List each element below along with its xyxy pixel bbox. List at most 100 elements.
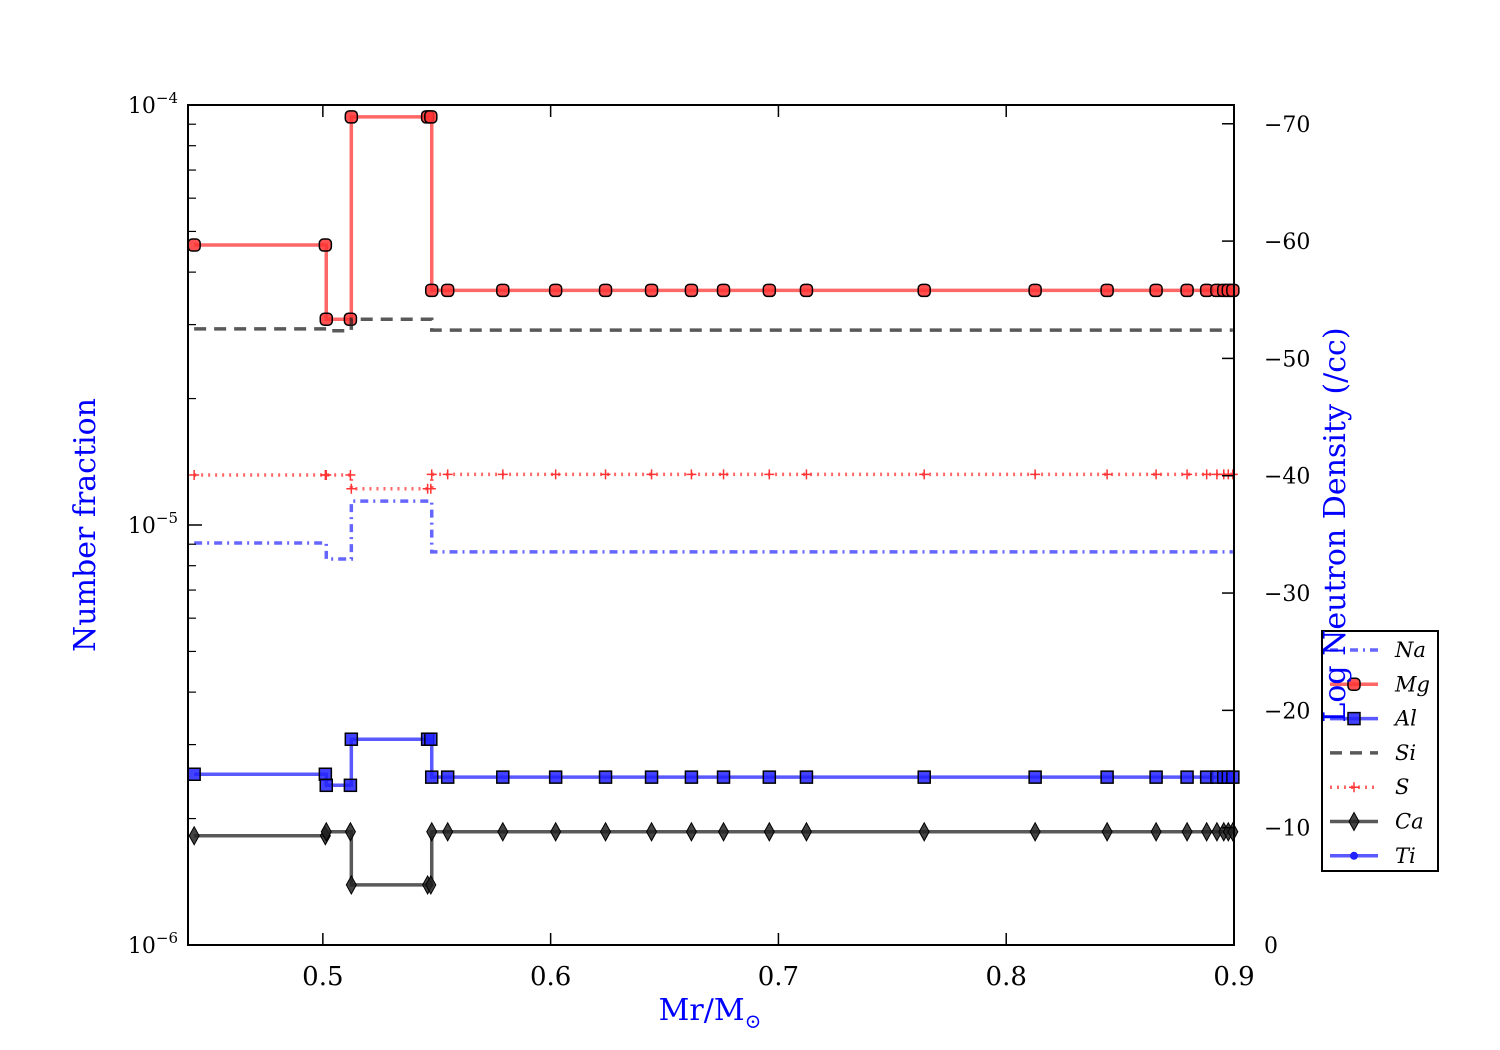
data-point-mg — [644, 283, 659, 298]
data-point-ca — [1201, 821, 1213, 842]
x-axis-title: Mr/M⊙ — [659, 993, 762, 1033]
y-tick-exponent: −5 — [156, 509, 178, 527]
data-point-s — [550, 469, 561, 480]
y-tick-exponent: −4 — [156, 89, 178, 107]
legend-marker — [1350, 851, 1358, 860]
data-point-ca — [800, 821, 813, 842]
legend-marker — [1348, 811, 1360, 832]
data-point-s — [442, 469, 453, 480]
y2-tick-label: −60 — [1264, 230, 1310, 255]
data-point-mg — [344, 110, 359, 124]
data-point-al — [187, 767, 201, 782]
data-point-al — [344, 732, 359, 746]
legend-label: Na — [1394, 638, 1426, 662]
data-point-mg — [1028, 283, 1042, 298]
y2-tick-label: 0 — [1264, 934, 1278, 959]
series-al — [187, 732, 1240, 793]
y2-tick-label: −40 — [1264, 465, 1310, 490]
data-point-al — [1180, 770, 1194, 784]
data-point-al — [917, 770, 931, 784]
data-point-s — [321, 470, 332, 481]
y2-tick-label: −20 — [1264, 699, 1310, 724]
data-point-ca — [188, 825, 200, 846]
legend-item-al: Al — [1330, 707, 1417, 731]
series-na — [194, 499, 1233, 561]
data-point-s — [1030, 469, 1041, 480]
data-point-al — [319, 778, 334, 793]
data-point-s — [1182, 469, 1193, 480]
data-point-s — [718, 469, 729, 480]
data-point-ca — [918, 821, 930, 842]
data-point-s — [497, 469, 508, 480]
y2-tick-label: −10 — [1264, 817, 1310, 842]
data-point-s — [1227, 469, 1238, 480]
data-point-ca — [685, 821, 697, 842]
data-point-mg — [318, 238, 333, 252]
data-point-al — [343, 778, 358, 793]
data-point-mg — [440, 283, 455, 298]
data-point-s — [801, 469, 812, 480]
data-point-al — [799, 770, 814, 784]
data-point-al — [318, 767, 333, 782]
x-tick-label: 0.8 — [986, 962, 1027, 992]
legend-label: Ca — [1395, 810, 1424, 834]
data-point-s — [346, 483, 357, 494]
legend-item-mg: Mg — [1330, 672, 1430, 696]
sun-symbol: ⊙ — [745, 1009, 762, 1033]
legend-marker — [1349, 782, 1359, 793]
legend-item-ti: Ti — [1330, 844, 1416, 868]
data-point-al — [684, 770, 699, 784]
data-point-mg — [496, 283, 510, 298]
data-point-ca — [1150, 821, 1162, 842]
x-tick-label: 0.6 — [530, 962, 571, 992]
data-point-mg — [424, 283, 439, 298]
legend-label: Mg — [1394, 672, 1430, 696]
data-point-ca — [717, 821, 730, 842]
data-point-al — [1100, 770, 1114, 784]
data-point-ca — [344, 821, 356, 842]
data-point-s — [919, 469, 930, 480]
data-point-al — [1226, 770, 1240, 784]
data-point-ca — [1029, 821, 1041, 842]
series-line-na — [194, 499, 1233, 561]
y-tick-label: 10−4 — [128, 89, 178, 119]
legend: Na Mg Al Si S Ca Ti — [1321, 630, 1439, 872]
data-point-ca — [426, 821, 438, 842]
series-line-al — [194, 737, 1233, 788]
data-point-ca — [645, 821, 658, 842]
data-point-ca — [425, 874, 437, 895]
x-axis-title-text: Mr/M — [659, 993, 745, 1028]
legend-frame — [1321, 630, 1439, 872]
data-point-s — [1102, 469, 1113, 480]
data-point-mg — [716, 283, 731, 298]
data-point-ca — [320, 821, 332, 842]
data-point-mg — [424, 110, 438, 124]
data-point-ca — [599, 821, 612, 842]
data-point-mg — [548, 283, 563, 298]
legend-item-si: Si — [1330, 741, 1416, 765]
y2-axis-title: Log Neutron Density (/cc) — [1318, 327, 1353, 722]
data-point-mg — [917, 283, 931, 298]
y2-tick-label: −30 — [1264, 582, 1310, 607]
legend-item-ca: Ca — [1330, 810, 1424, 834]
series-line-mg — [194, 115, 1233, 321]
data-point-mg — [598, 283, 613, 298]
data-point-s — [345, 470, 356, 481]
data-point-s — [646, 469, 657, 480]
x-tick-label: 0.5 — [302, 962, 343, 992]
series-s — [189, 469, 1238, 494]
y-tick-label: 10−6 — [128, 929, 178, 959]
series-mg — [187, 110, 1240, 326]
data-point-mg — [187, 238, 201, 252]
data-point-mg — [762, 283, 777, 298]
y2-tick-label: −50 — [1264, 347, 1310, 372]
data-point-s — [189, 470, 200, 481]
legend-label: Ti — [1395, 844, 1416, 868]
legend-item-na: Na — [1330, 638, 1426, 662]
data-point-al — [762, 770, 777, 784]
data-point-mg — [1226, 283, 1240, 298]
data-point-s — [425, 483, 436, 494]
data-point-mg — [1149, 283, 1163, 298]
x-tick-label: 0.7 — [758, 962, 799, 992]
